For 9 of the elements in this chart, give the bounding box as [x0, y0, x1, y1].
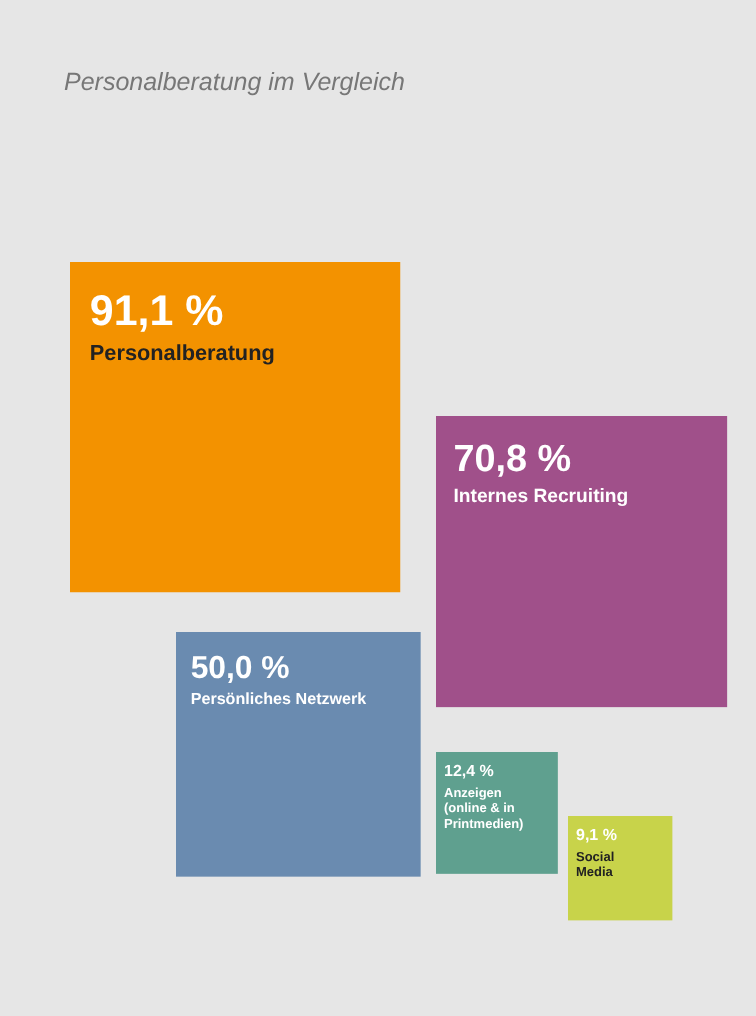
data-label: 50,0 %	[190, 652, 290, 687]
category-label: Internes Recruiting	[453, 486, 629, 509]
category-label: Personalberatung	[89, 341, 275, 366]
data-label: 91,1 %	[89, 286, 224, 335]
data-label: 12,4 %	[444, 762, 494, 780]
data-label: 9,1 %	[576, 826, 617, 844]
data-label: 70,8 %	[453, 439, 572, 482]
category-label: Persönliches Netzwerk	[190, 690, 368, 709]
text: Personalberatung im Vergleich	[64, 68, 405, 96]
